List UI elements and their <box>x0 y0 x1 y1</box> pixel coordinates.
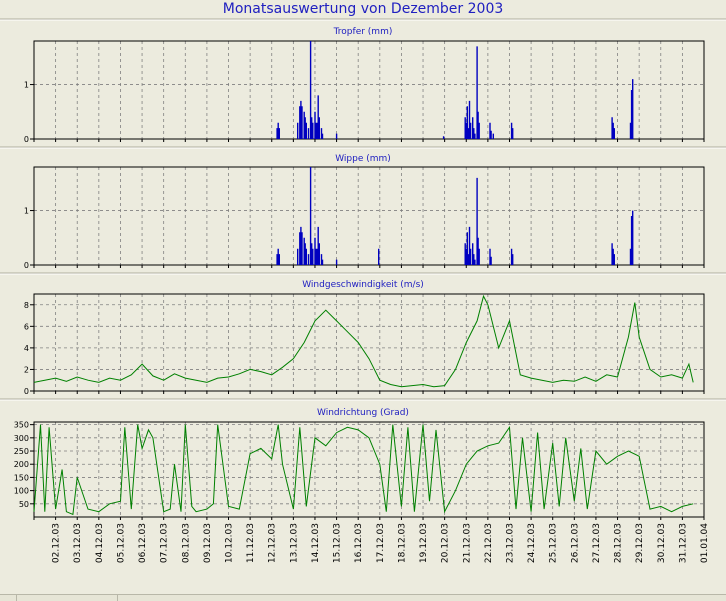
x-tick-label: 20.12.03 <box>441 523 451 563</box>
x-tick-label: 22.12.03 <box>484 523 494 563</box>
x-tick-label: 13.12.03 <box>289 523 299 563</box>
chart-panel-4: Windrichtung (Grad) 50 100 150 200 250 300 350 0… <box>0 398 726 563</box>
x-tick-label: 03.12.03 <box>73 523 83 563</box>
x-tick-label: 26.12.03 <box>570 523 580 563</box>
x-tick-label: 24.12.03 <box>527 523 537 563</box>
x-tick-label: 07.12.03 <box>160 523 170 563</box>
x-tick-label: 05.12.03 <box>116 523 126 563</box>
x-tick-label: 04.12.03 <box>95 523 105 563</box>
chart-panel-1: Tropfer (mm) 0 1 <box>0 18 726 144</box>
x-tick-label: 12.12.03 <box>268 523 278 563</box>
status-bar <box>0 594 726 601</box>
plot-frame <box>33 293 705 392</box>
status-bar-separator <box>117 595 118 601</box>
x-tick-label: 15.12.03 <box>333 523 343 563</box>
x-tick-label: 11.12.03 <box>246 523 256 563</box>
data-series-line <box>33 424 694 516</box>
x-tick-label: 31.12.03 <box>678 523 688 563</box>
x-tick-label: 19.12.03 <box>419 523 429 563</box>
x-tick-label: 06.12.03 <box>138 523 148 563</box>
x-tick-label: 21.12.03 <box>462 523 472 563</box>
y-tick-label: 0 <box>24 135 29 144</box>
y-tick-label: 4 <box>24 344 29 353</box>
chart-panel-3: Windgeschwindigkeit (m/s) 0 2 4 6 8 <box>0 272 726 396</box>
chart-title: Tropfer (mm) <box>333 27 393 37</box>
y-tick-label: 350 <box>14 421 29 430</box>
y-tick-label: 1 <box>24 81 29 90</box>
chart-title: Wippe (mm) <box>335 154 391 164</box>
x-tick-label: 02.12.03 <box>52 523 62 563</box>
page-title: Monatsauswertung von Dezember 2003 <box>222 1 504 17</box>
x-tick-label: 08.12.03 <box>181 523 191 563</box>
y-tick-label: 150 <box>14 473 29 482</box>
y-tick-label: 2 <box>24 365 29 374</box>
x-tick-label: 23.12.03 <box>505 523 515 563</box>
y-tick-label: 100 <box>14 487 29 496</box>
y-tick-label: 300 <box>14 434 29 443</box>
plot-frame <box>33 166 705 266</box>
y-tick-label: 250 <box>14 447 29 456</box>
x-tick-label: 14.12.03 <box>311 523 321 563</box>
y-tick-label: 0 <box>24 261 29 270</box>
y-tick-label: 200 <box>14 460 29 469</box>
x-tick-label: 10.12.03 <box>225 523 235 563</box>
x-tick-label: 30.12.03 <box>657 523 667 563</box>
y-tick-label: 6 <box>24 322 29 331</box>
y-tick-label: 8 <box>24 301 29 310</box>
data-series-line <box>276 167 634 265</box>
chart-title: Windrichtung (Grad) <box>317 408 409 418</box>
x-tick-label: 09.12.03 <box>203 523 213 563</box>
y-tick-label: 50 <box>19 500 29 509</box>
plot-frame <box>33 40 705 140</box>
x-tick-label: 18.12.03 <box>397 523 407 563</box>
x-tick-label: 25.12.03 <box>549 523 559 563</box>
x-tick-label: 29.12.03 <box>635 523 645 563</box>
plot-frame <box>33 421 705 518</box>
y-tick-label: 0 <box>24 387 29 396</box>
data-series-line <box>33 294 694 388</box>
x-tick-label: 17.12.03 <box>376 523 386 563</box>
status-bar-separator <box>16 595 17 601</box>
chart-panel-2: Wippe (mm) 0 1 <box>0 146 726 270</box>
x-tick-label: 16.12.03 <box>354 523 364 563</box>
y-tick-label: 1 <box>24 207 29 216</box>
data-series-line <box>276 41 634 139</box>
x-tick-label: 27.12.03 <box>592 523 602 563</box>
x-tick-label: 01.01.04 <box>700 523 710 563</box>
x-tick-label: 28.12.03 <box>614 523 624 563</box>
chart-title: Windgeschwindigkeit (m/s) <box>302 280 424 290</box>
